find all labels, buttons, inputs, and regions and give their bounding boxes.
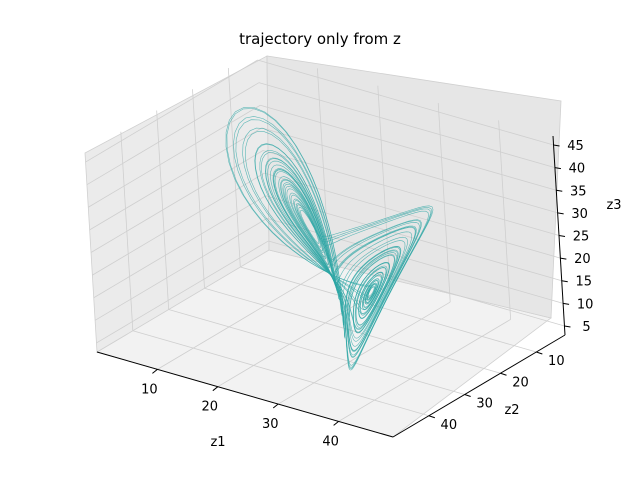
grid-line-z3 <box>258 82 556 169</box>
x-tick-label: 20 <box>202 400 219 415</box>
z-tick-label: 10 <box>577 297 594 312</box>
y-tick-label: 30 <box>476 397 493 412</box>
grid-line-z3 <box>89 127 262 231</box>
z-tick-label: 20 <box>574 252 591 267</box>
grid-line-z3 <box>90 150 264 253</box>
z-tick-label: 15 <box>575 275 592 290</box>
z-tick <box>557 212 564 215</box>
y-tick <box>536 351 543 355</box>
grid-line-z3 <box>257 59 554 146</box>
z-tick-label: 40 <box>569 162 586 177</box>
trajectory-series <box>225 107 434 371</box>
x-tick <box>212 386 219 392</box>
grid-line-z3 <box>260 104 557 191</box>
x-tick <box>272 403 279 409</box>
z-tick <box>558 235 566 237</box>
z-tick-label: 45 <box>567 139 584 154</box>
z-tick-label: 25 <box>573 230 590 245</box>
grid-line-z3 <box>93 195 266 299</box>
x-tick-label: 40 <box>322 434 339 449</box>
y-tick <box>464 394 471 397</box>
trajectory-segment <box>284 178 432 358</box>
grid-line-z3 <box>86 82 260 186</box>
trajectory-segment <box>244 131 406 339</box>
trajectory-segment <box>337 231 413 347</box>
y-tick-label: 10 <box>548 354 565 369</box>
grid-line-z2 <box>168 309 465 395</box>
z-axis-label: z3 <box>606 198 621 213</box>
y-tick-label: 40 <box>441 418 458 433</box>
z-tick <box>553 144 560 147</box>
z-tick-label: 35 <box>570 184 587 199</box>
trajectory-segment <box>233 116 379 328</box>
z-tick <box>561 280 568 283</box>
grid-line-z2 <box>240 266 537 353</box>
grid-line-z3 <box>262 150 560 236</box>
grid-line-z3 <box>92 172 265 276</box>
z-tick <box>554 167 561 170</box>
x-axis-label: z1 <box>210 435 225 450</box>
axes: 10 20 30 40 10 20 30 40 5 10 15 20 25 30 35 40 45 <box>96 135 594 449</box>
z-tick <box>564 325 571 328</box>
z-tick <box>563 302 570 305</box>
y-tick-label: 20 <box>512 375 529 390</box>
grid-line-z3 <box>88 104 261 208</box>
grid-line-z3 <box>268 240 565 327</box>
trajectory-segment <box>249 127 417 352</box>
trajectory-segment <box>226 108 380 337</box>
grid-line-z3 <box>94 217 268 321</box>
z-tick-label: 5 <box>582 320 590 335</box>
x-tick <box>152 368 158 374</box>
x-tick-label: 10 <box>141 382 158 397</box>
x-axis-line <box>96 351 394 438</box>
z-tick-label: 30 <box>571 207 588 222</box>
chart-title: trajectory only from z <box>239 30 401 48</box>
grid-line-z3 <box>96 240 269 344</box>
z-tick <box>560 257 567 260</box>
trajectory-segment <box>259 150 420 356</box>
y-tick <box>428 415 435 419</box>
grid-line-z3 <box>261 127 558 214</box>
trajectory-segment <box>349 255 395 317</box>
trajectory-segment <box>270 164 431 368</box>
y-axis-label: z2 <box>504 403 519 418</box>
grid-line-z3 <box>85 59 258 163</box>
x-tick-label: 30 <box>262 417 279 432</box>
y-tick <box>500 372 507 376</box>
grid-line-z2 <box>132 330 429 417</box>
z-tick <box>556 189 563 192</box>
x-tick <box>333 420 339 426</box>
grid-line-z2 <box>204 287 501 374</box>
